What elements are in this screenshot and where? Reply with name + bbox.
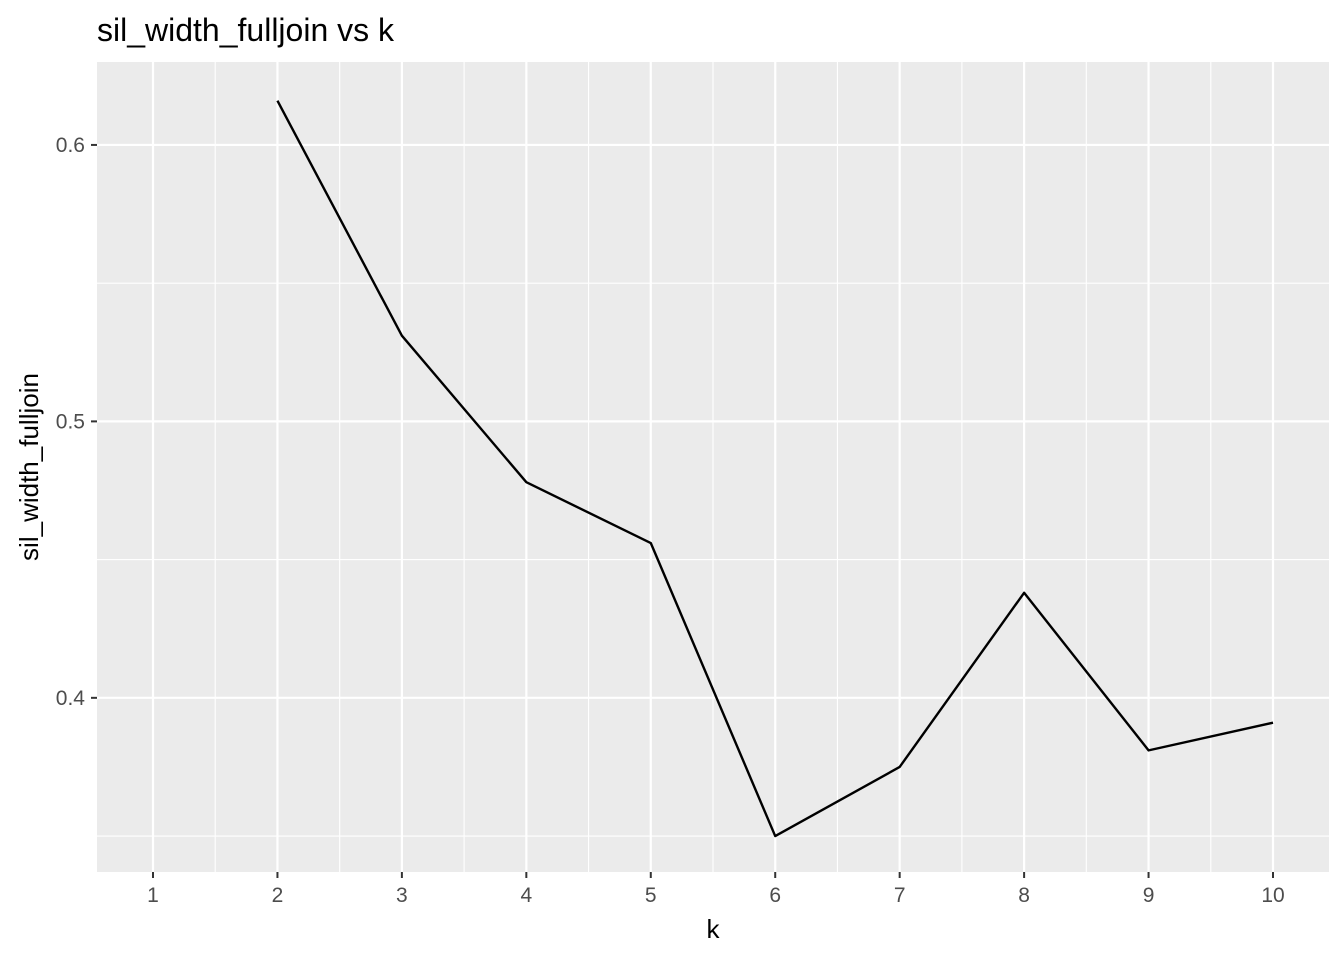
x-tick-label: 7 <box>894 884 906 907</box>
x-tick-label: 8 <box>1018 884 1030 907</box>
y-axis: 0.4 0.5 0.6 <box>56 134 97 710</box>
x-tick-label: 2 <box>272 884 284 907</box>
x-axis-title: k <box>707 914 721 944</box>
x-tick-label: 6 <box>769 884 781 907</box>
y-axis-title: sil_width_fulljoin <box>14 373 44 561</box>
x-tick-label: 10 <box>1261 884 1284 907</box>
x-axis: 1 2 3 4 5 6 7 8 9 10 <box>147 872 1285 907</box>
x-tick-label: 5 <box>645 884 657 907</box>
series-layer <box>276 100 1274 838</box>
x-tick-label: 1 <box>147 884 159 907</box>
major-gridlines <box>97 62 1329 872</box>
x-tick-label: 3 <box>396 884 408 907</box>
y-tick-label: 0.6 <box>56 134 85 157</box>
y-tick-label: 0.5 <box>56 410 85 433</box>
x-tick-label: 4 <box>520 884 532 907</box>
x-tick-label: 9 <box>1143 884 1155 907</box>
chart-title: sil_width_fulljoin vs k <box>97 12 395 48</box>
minor-gridlines <box>97 62 1329 872</box>
y-tick-label: 0.4 <box>56 687 86 710</box>
